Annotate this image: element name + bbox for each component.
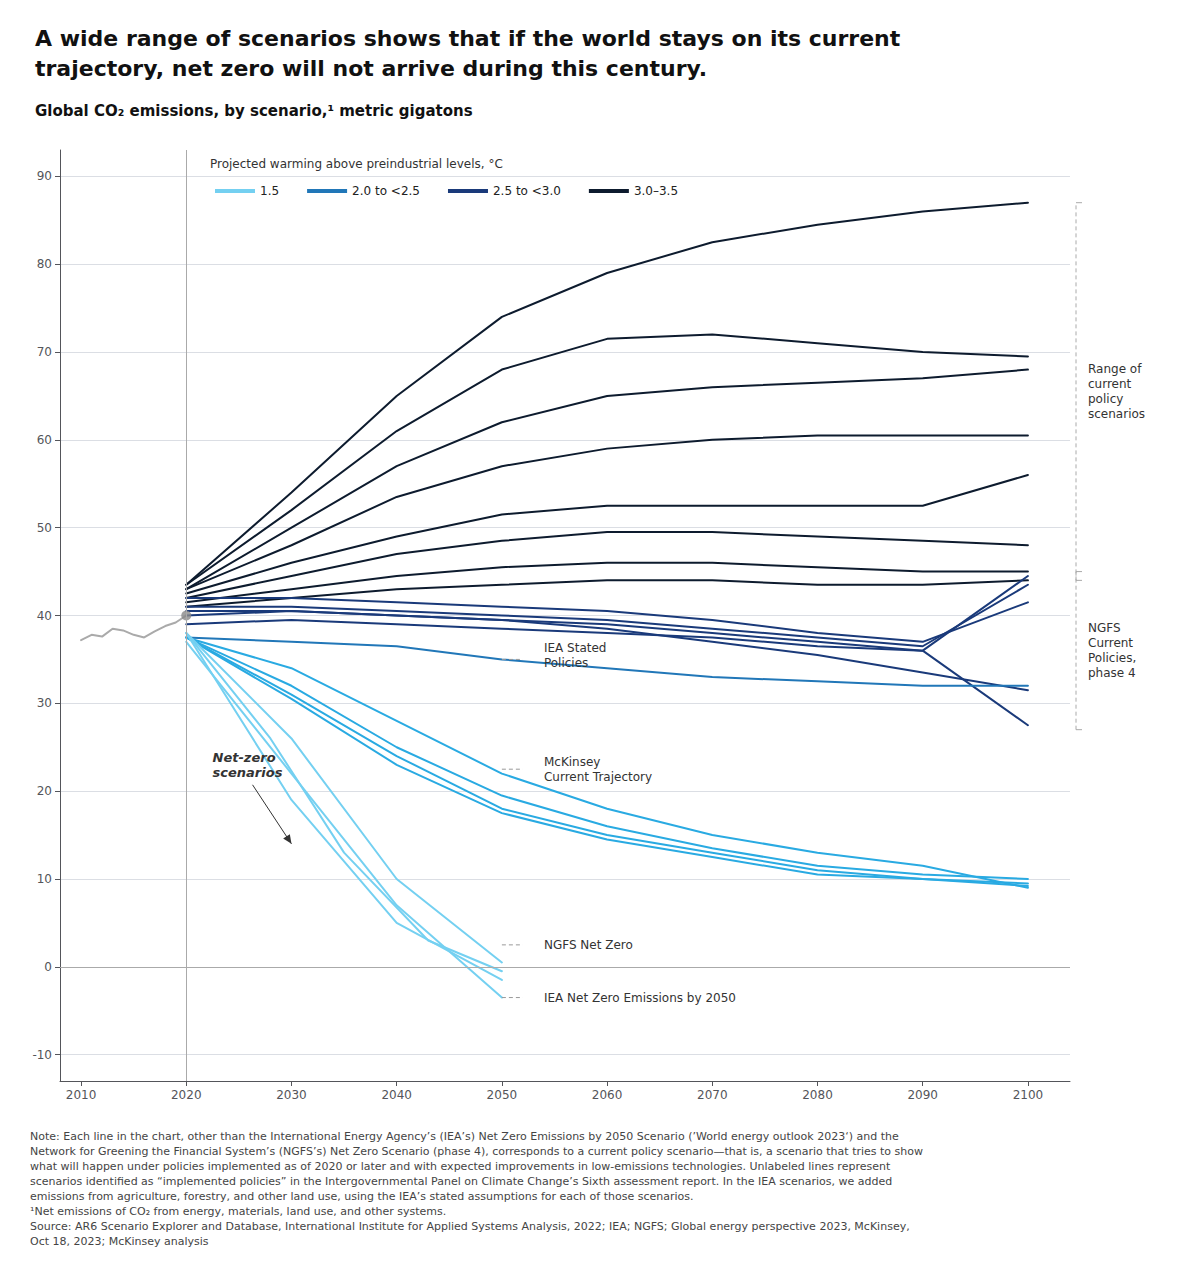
svg-text:90: 90 [37,169,52,183]
svg-text:2080: 2080 [802,1088,833,1102]
svg-text:2060: 2060 [592,1088,623,1102]
svg-text:policy: policy [1088,392,1123,406]
svg-text:Policies,: Policies, [1088,651,1136,665]
svg-text:80: 80 [37,257,52,271]
svg-text:2090: 2090 [907,1088,938,1102]
svg-text:IEA Stated: IEA Stated [544,641,607,655]
svg-text:Global CO₂ emissions, by scena: Global CO₂ emissions, by scenario,¹ metr… [35,102,473,120]
svg-text:Source: AR6 Scenario Explorer: Source: AR6 Scenario Explorer and Databa… [30,1220,910,1233]
svg-text:scenarios identified as “imple: scenarios identified as “implemented pol… [30,1175,892,1188]
svg-text:2040: 2040 [381,1088,412,1102]
svg-text:2010: 2010 [66,1088,97,1102]
svg-text:2030: 2030 [276,1088,307,1102]
svg-text:2100: 2100 [1013,1088,1044,1102]
svg-text:Policies: Policies [544,656,588,670]
svg-text:40: 40 [37,609,52,623]
svg-text:Range of: Range of [1088,362,1142,376]
svg-text:2.0 to <2.5: 2.0 to <2.5 [352,184,420,198]
svg-text:-10: -10 [32,1048,52,1062]
svg-text:20: 20 [37,784,52,798]
svg-text:scenarios: scenarios [1088,407,1145,421]
svg-text:Oct 18, 2023; McKinsey analysi: Oct 18, 2023; McKinsey analysis [30,1235,209,1248]
svg-text:2.5 to <3.0: 2.5 to <3.0 [493,184,561,198]
svg-text:2050: 2050 [487,1088,518,1102]
svg-text:30: 30 [37,696,52,710]
svg-text:2020: 2020 [171,1088,202,1102]
svg-text:3.0–3.5: 3.0–3.5 [634,184,678,198]
svg-text:Current: Current [1088,636,1133,650]
svg-text:emissions from agriculture, fo: emissions from agriculture, forestry, an… [30,1190,693,1203]
svg-text:60: 60 [37,433,52,447]
svg-text:50: 50 [37,521,52,535]
svg-text:70: 70 [37,345,52,359]
svg-text:trajectory, net zero will not: trajectory, net zero will not arrive dur… [35,56,707,81]
svg-text:what will happen under policie: what will happen under policies implemen… [30,1160,891,1173]
svg-text:Note: Each line in the chart,: Note: Each line in the chart, other than… [30,1130,899,1143]
svg-text:Current Trajectory: Current Trajectory [544,770,652,784]
svg-text:¹Net emissions of CO₂ from ene: ¹Net emissions of CO₂ from energy, mater… [30,1205,446,1218]
svg-text:McKinsey: McKinsey [544,755,601,769]
svg-text:NGFS: NGFS [1088,621,1121,635]
svg-text:current: current [1088,377,1132,391]
svg-text:NGFS Net Zero: NGFS Net Zero [544,938,633,952]
svg-text:IEA Net Zero Emissions by 2050: IEA Net Zero Emissions by 2050 [544,991,736,1005]
svg-text:Network for Greening the Finan: Network for Greening the Financial Syste… [30,1145,923,1158]
svg-text:scenarios: scenarios [213,765,283,780]
svg-text:Projected warming above preind: Projected warming above preindustrial le… [210,157,503,171]
svg-text:A wide range of scenarios show: A wide range of scenarios shows that if … [35,26,901,51]
svg-text:Net-zero: Net-zero [213,750,276,765]
svg-text:0: 0 [44,960,52,974]
svg-text:2070: 2070 [697,1088,728,1102]
svg-text:10: 10 [37,872,52,886]
svg-text:1.5: 1.5 [260,184,279,198]
svg-text:phase 4: phase 4 [1088,666,1136,680]
